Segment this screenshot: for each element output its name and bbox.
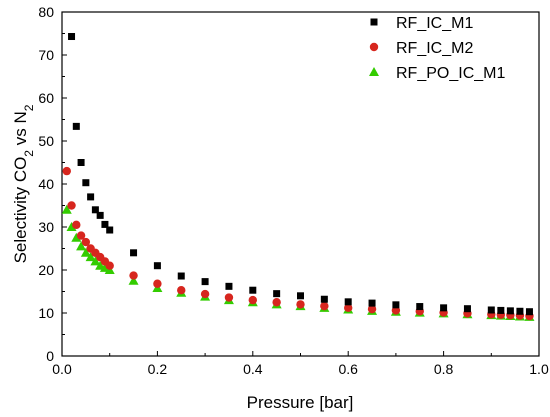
data-point (71, 232, 82, 242)
data-point (344, 303, 353, 313)
x-tick-label: 0.2 (148, 361, 168, 377)
data-point (90, 256, 101, 266)
data-point (129, 271, 138, 280)
legend-marker-triangle (369, 67, 379, 76)
data-point (296, 300, 305, 309)
data-point (392, 301, 400, 309)
data-point (76, 231, 86, 240)
y-tick-label: 0 (46, 348, 54, 364)
data-point (297, 292, 304, 300)
data-point (225, 282, 233, 290)
x-tick-label: 0.4 (243, 361, 263, 377)
data-point (87, 193, 95, 201)
x-tick-label: 0.8 (434, 361, 454, 377)
data-point (463, 305, 471, 313)
data-point (200, 289, 210, 299)
data-point (177, 272, 185, 280)
data-point (249, 286, 257, 294)
data-point (62, 166, 71, 176)
data-point (72, 122, 80, 130)
legend-label: RF_IC_M2 (396, 40, 473, 57)
data-point (320, 295, 328, 303)
data-point (153, 279, 162, 288)
data-point (201, 278, 209, 286)
data-point (516, 307, 524, 315)
series-layer (61, 33, 535, 321)
y-axis-ticks: 0 10 20 30 40 50 60 70 80 (38, 4, 67, 364)
x-tick-label: 0.0 (52, 361, 72, 377)
y-axis-title-mid: vs N (11, 111, 30, 150)
x-axis-title: Pressure [bar] (247, 393, 354, 412)
y-axis-title: Selectivity CO2 vs N2 (11, 104, 36, 263)
y-tick-label: 80 (38, 4, 54, 20)
x-axis-ticks: 0.0 0.2 0.4 0.6 0.8 1.0 (52, 351, 549, 377)
data-point (416, 303, 424, 311)
data-point (68, 33, 76, 41)
data-point (525, 308, 533, 316)
y-tick-label: 20 (38, 262, 54, 278)
data-point (248, 295, 257, 305)
y-tick-label: 60 (38, 90, 54, 106)
y-tick-label: 10 (38, 305, 54, 321)
data-point (153, 262, 161, 270)
data-point (66, 222, 77, 231)
x-tick-label: 1.0 (529, 361, 549, 377)
data-point (272, 298, 281, 307)
y-axis-title-sub1: 2 (22, 150, 36, 157)
data-point (320, 301, 329, 311)
data-point (487, 306, 495, 314)
data-point (273, 290, 281, 298)
data-point (344, 298, 352, 306)
data-point (76, 241, 87, 251)
data-point (82, 179, 90, 187)
data-point (80, 247, 91, 257)
legend-marker-square (370, 18, 378, 26)
legend: RF_IC_M1 RF_IC_M2 RF_PO_IC_M1 (369, 15, 505, 82)
data-point (96, 211, 104, 219)
data-point (177, 286, 186, 295)
data-point (497, 306, 505, 314)
data-point (77, 159, 85, 166)
data-point (440, 304, 448, 312)
data-point (105, 261, 114, 270)
data-point (61, 204, 72, 214)
data-point (128, 275, 139, 285)
y-tick-label: 40 (38, 176, 54, 192)
y-axis-title-main: Selectivity CO (11, 157, 30, 264)
y-tick-label: 50 (38, 133, 54, 149)
y-axis-title-sub2: 2 (22, 104, 36, 111)
series-rf-ic-m2 (62, 166, 534, 321)
data-point (106, 226, 114, 234)
y-tick-label: 70 (38, 47, 54, 63)
data-point (67, 201, 76, 210)
data-point (72, 220, 81, 230)
data-point (506, 307, 514, 315)
legend-marker-circle (369, 42, 379, 52)
x-tick-label: 0.6 (338, 361, 358, 377)
series-rf-ic-m1 (68, 33, 533, 316)
y-tick-label: 30 (38, 219, 54, 235)
data-point (85, 252, 96, 262)
data-point (101, 220, 109, 228)
data-point (368, 299, 376, 307)
data-point (224, 293, 234, 302)
data-point (130, 249, 138, 257)
legend-label: RF_IC_M1 (396, 15, 473, 32)
data-point (91, 206, 99, 214)
data-point (81, 237, 91, 247)
data-point (367, 304, 377, 314)
legend-label: RF_PO_IC_M1 (396, 65, 505, 82)
